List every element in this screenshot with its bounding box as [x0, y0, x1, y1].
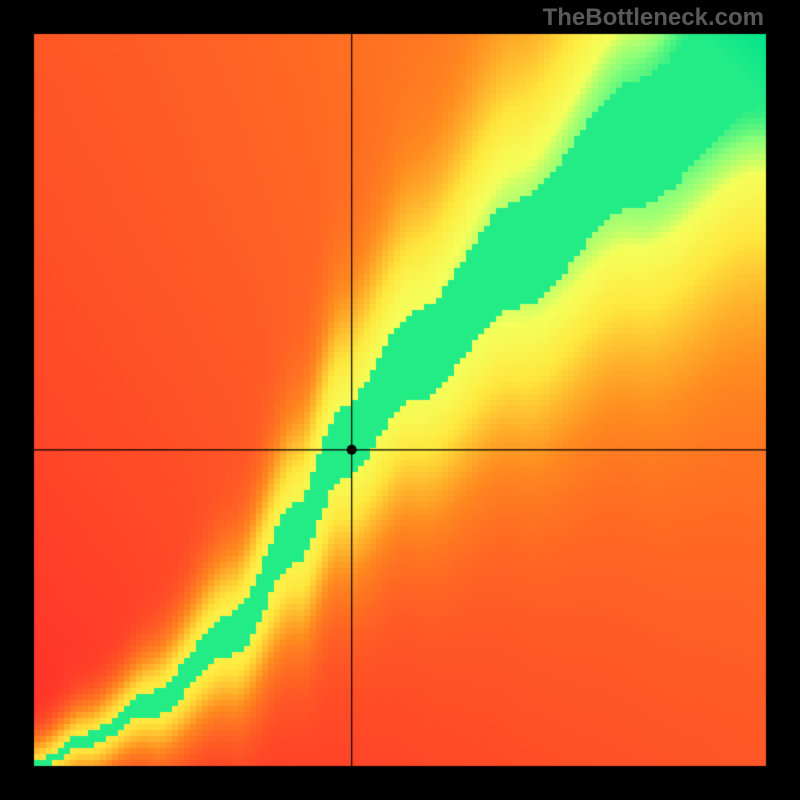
watermark-text: TheBottleneck.com: [543, 4, 764, 32]
chart-container: TheBottleneck.com: [0, 0, 800, 800]
bottleneck-heatmap: [0, 0, 800, 800]
